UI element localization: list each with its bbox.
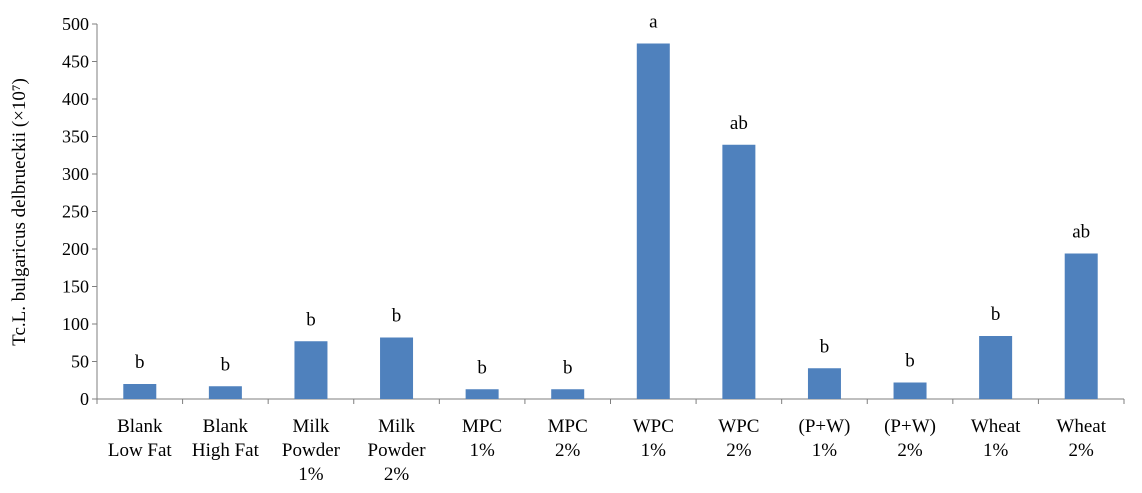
x-tick-label: MPC 1%: [462, 416, 502, 461]
significance-label: ab: [1072, 222, 1090, 243]
significance-label: ab: [730, 113, 748, 134]
bar: [637, 44, 670, 400]
bar: [894, 383, 927, 400]
y-tick-label: 500: [62, 14, 89, 34]
y-tick-label: 350: [62, 127, 89, 147]
significance-label: b: [991, 304, 1001, 325]
x-tick-label: WPC 1%: [633, 416, 674, 461]
significance-label: a: [649, 12, 658, 33]
y-tick-label: 250: [62, 202, 89, 222]
significance-label: b: [135, 352, 145, 373]
y-tick-label: 200: [62, 239, 89, 259]
bar: [294, 341, 327, 399]
bar: [722, 145, 755, 399]
significance-label: b: [221, 354, 231, 375]
y-axis-label: Tc.L. bulgaricus delbrueckii (×10⁷): [9, 78, 30, 346]
bar: [380, 338, 413, 400]
x-axis: Blank Low Fat Blank High Fat Milk Powder 1% Mil…: [97, 399, 1124, 485]
significance-label: b: [905, 351, 915, 372]
significance-label: b: [392, 306, 402, 327]
x-tick-label: Blank Low Fat: [108, 416, 173, 461]
y-axis: 0 50 100 150 200 250 300 350 400 450 500: [62, 14, 97, 409]
bar: [979, 336, 1012, 399]
significance-label: b: [306, 309, 316, 330]
y-tick-label: 100: [62, 314, 89, 334]
bar: [551, 389, 584, 399]
x-tick-label: Milk Powder 2%: [368, 416, 427, 485]
x-tick-label: Milk Powder 1%: [282, 416, 341, 485]
y-tick-label: 300: [62, 164, 89, 184]
x-tick-label: WPC 2%: [718, 416, 759, 461]
y-tick-label: 400: [62, 89, 89, 109]
x-tick-label: Blank High Fat: [192, 416, 260, 461]
significance-labels: b b b b b b a ab b b b ab: [135, 12, 1090, 379]
significance-label: b: [563, 357, 573, 378]
x-tick-label: Wheat 1%: [971, 416, 1021, 461]
bar: [466, 389, 499, 399]
x-tick-label: MPC 2%: [548, 416, 588, 461]
bar: [123, 384, 156, 399]
x-tick-label: Wheat 2%: [1056, 416, 1106, 461]
y-tick-label: 50: [71, 352, 89, 372]
y-tick-label: 450: [62, 52, 89, 72]
bar: [209, 386, 242, 399]
bars: [123, 44, 1097, 400]
significance-label: b: [477, 357, 487, 378]
y-tick-label: 0: [80, 389, 89, 409]
bar: [808, 368, 841, 399]
significance-label: b: [820, 336, 830, 357]
x-tick-label: (P+W) 2%: [884, 416, 936, 461]
y-tick-label: 150: [62, 277, 89, 297]
bar: [1065, 254, 1098, 400]
x-tick-label: (P+W) 1%: [799, 416, 851, 461]
